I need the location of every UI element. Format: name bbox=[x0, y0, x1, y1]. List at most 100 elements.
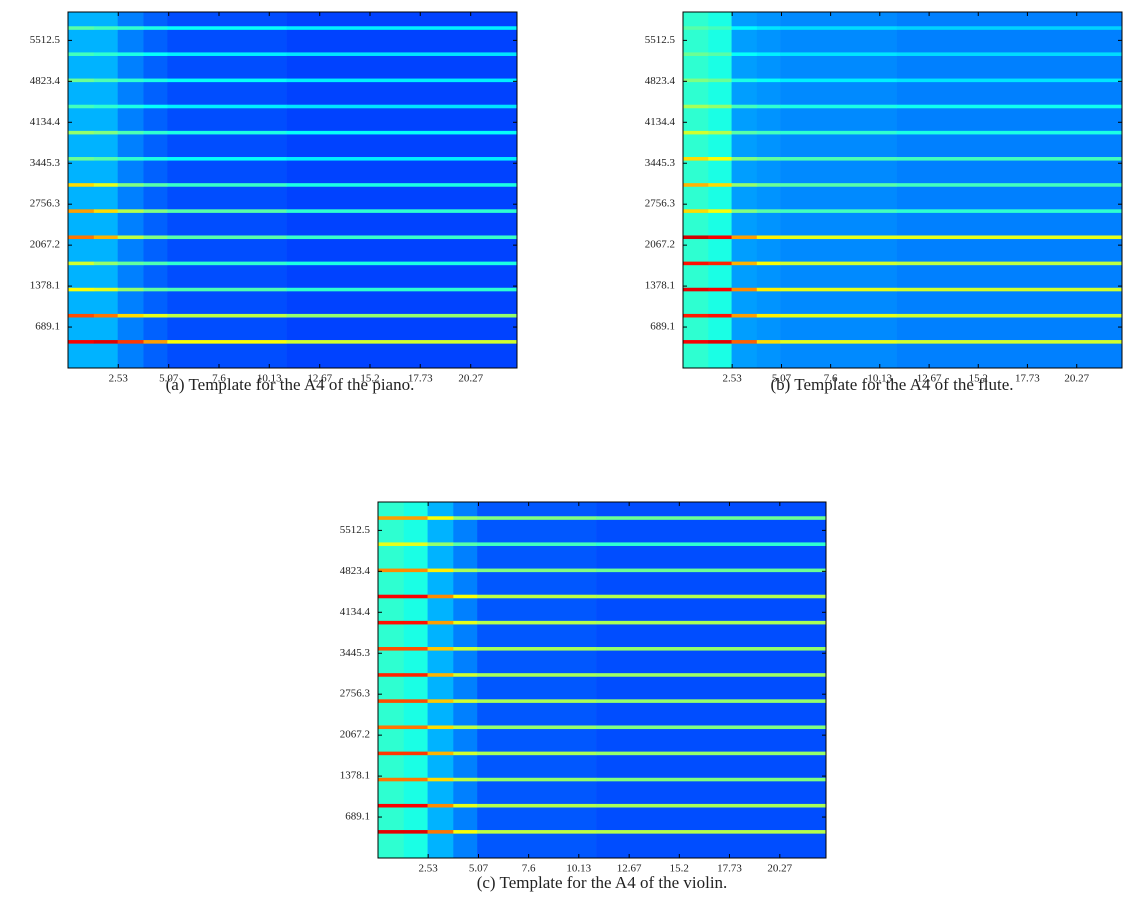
heat-cell bbox=[896, 26, 1123, 30]
heat-cell bbox=[683, 183, 709, 187]
heat-cell bbox=[708, 12, 732, 368]
heat-cell bbox=[477, 673, 597, 677]
heat-cell bbox=[68, 130, 95, 135]
heat-cell bbox=[117, 78, 144, 83]
heat-cell bbox=[756, 130, 781, 135]
heat-cell bbox=[68, 104, 95, 109]
heat-cell bbox=[427, 751, 454, 756]
y-tick-label: 3445.3 bbox=[30, 157, 61, 169]
heat-cell bbox=[756, 157, 781, 161]
y-tick-label: 4134.4 bbox=[30, 116, 61, 128]
heat-cell bbox=[286, 104, 518, 109]
heat-cell bbox=[453, 568, 478, 573]
heat-cell bbox=[780, 261, 897, 266]
heat-cell bbox=[477, 568, 597, 573]
heat-cell bbox=[756, 52, 781, 56]
y-tick-label: 3445.3 bbox=[340, 647, 371, 659]
x-tick-label: 2.53 bbox=[109, 373, 129, 385]
heat-cell bbox=[896, 104, 1123, 109]
heat-cell bbox=[683, 287, 709, 292]
heat-cell bbox=[427, 673, 454, 677]
heat-cell bbox=[780, 26, 897, 30]
heat-cell bbox=[93, 78, 118, 83]
heat-cell bbox=[143, 130, 168, 135]
heat-cell bbox=[93, 157, 118, 161]
heat-cell bbox=[68, 340, 95, 344]
y-tick-label: 2067.2 bbox=[30, 239, 60, 251]
heat-cell bbox=[286, 130, 518, 135]
heat-cell bbox=[378, 516, 405, 520]
heat-cell bbox=[596, 516, 827, 520]
heat-cell bbox=[896, 209, 1123, 213]
heat-cell bbox=[780, 130, 897, 135]
heat-cell bbox=[143, 340, 168, 344]
heat-cell bbox=[596, 542, 827, 546]
heat-cell bbox=[68, 287, 95, 292]
heat-cell bbox=[403, 725, 428, 730]
heat-cell bbox=[378, 542, 405, 546]
y-tick-label: 5512.5 bbox=[645, 34, 676, 46]
heat-cell bbox=[683, 235, 709, 240]
heat-cell bbox=[167, 235, 287, 240]
y-tick-label: 2756.3 bbox=[645, 198, 676, 210]
heat-cell bbox=[780, 12, 897, 368]
heat-cell bbox=[403, 568, 428, 573]
heat-cell bbox=[683, 261, 709, 266]
y-tick-label: 4134.4 bbox=[645, 116, 676, 128]
heat-cell bbox=[708, 26, 732, 30]
heat-cell bbox=[286, 26, 518, 30]
heat-cell bbox=[708, 287, 732, 292]
heat-cell bbox=[683, 209, 709, 213]
y-tick-label: 689.1 bbox=[650, 321, 675, 333]
heat-cell bbox=[596, 751, 827, 756]
y-tick-label: 4823.4 bbox=[30, 75, 61, 87]
heat-cell bbox=[731, 340, 758, 344]
heat-cell bbox=[477, 725, 597, 730]
heat-cell bbox=[708, 340, 732, 344]
heat-cell bbox=[453, 699, 478, 703]
heat-cell bbox=[117, 104, 144, 109]
heat-cell bbox=[143, 78, 168, 83]
heat-cell bbox=[731, 313, 758, 318]
heat-cell bbox=[378, 620, 405, 625]
y-tick-label: 2756.3 bbox=[340, 688, 371, 700]
heat-cell bbox=[780, 52, 897, 56]
heat-cell bbox=[286, 12, 518, 368]
heat-cell bbox=[453, 830, 478, 834]
y-tick-label: 2067.2 bbox=[340, 729, 370, 741]
heat-cell bbox=[756, 183, 781, 187]
heat-cell bbox=[453, 542, 478, 546]
heat-cell bbox=[477, 516, 597, 520]
heat-cell bbox=[427, 830, 454, 834]
heat-cell bbox=[731, 52, 758, 56]
y-tick-label: 1378.1 bbox=[30, 280, 60, 292]
heat-cell bbox=[93, 26, 118, 30]
heat-cell bbox=[477, 542, 597, 546]
heat-cell bbox=[731, 26, 758, 30]
x-tick-label: 20.27 bbox=[458, 373, 483, 385]
heat-cell bbox=[731, 157, 758, 161]
x-tick-label: 20.27 bbox=[1064, 373, 1089, 385]
heat-cell bbox=[731, 209, 758, 213]
heat-cell bbox=[477, 803, 597, 808]
heat-cell bbox=[143, 104, 168, 109]
y-tick-label: 2067.2 bbox=[645, 239, 675, 251]
heat-cell bbox=[427, 516, 454, 520]
heat-cell bbox=[68, 261, 95, 266]
heat-cell bbox=[708, 235, 732, 240]
heat-cell bbox=[477, 751, 597, 756]
heat-cell bbox=[167, 313, 287, 318]
heat-cell bbox=[378, 751, 405, 756]
heat-cell bbox=[756, 12, 781, 368]
heat-cell bbox=[117, 26, 144, 30]
heat-cell bbox=[117, 287, 144, 292]
x-tick-label: 10.13 bbox=[566, 863, 591, 875]
heat-cell bbox=[780, 340, 897, 344]
heat-cell bbox=[708, 78, 732, 83]
plot-frame bbox=[377, 501, 827, 859]
heat-cell bbox=[477, 594, 597, 599]
heat-cell bbox=[427, 594, 454, 599]
heat-cell bbox=[596, 673, 827, 677]
heat-cell bbox=[683, 130, 709, 135]
heat-cell bbox=[453, 725, 478, 730]
